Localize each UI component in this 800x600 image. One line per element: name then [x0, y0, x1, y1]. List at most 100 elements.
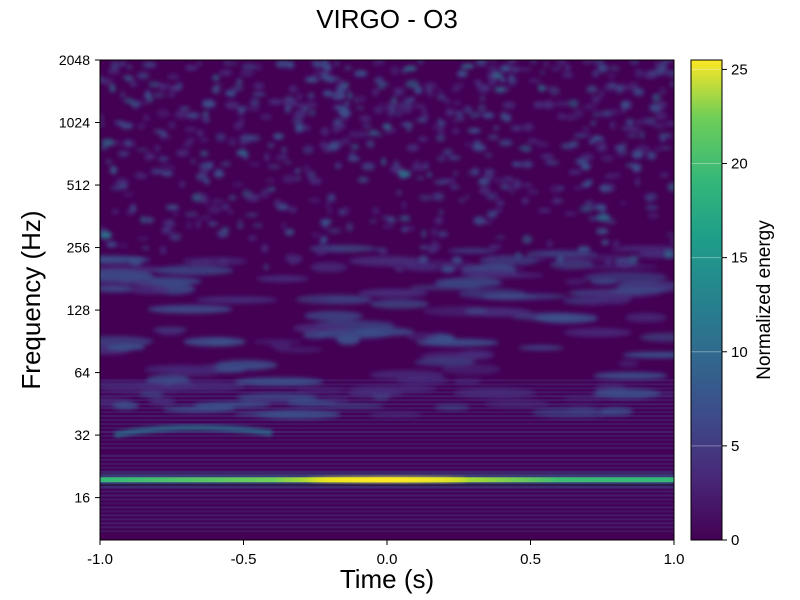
noise-band: [100, 506, 674, 509]
noise-blob: [421, 229, 426, 239]
noise-blob: [393, 89, 405, 96]
noise-blob: [601, 141, 606, 149]
noise-blob: [451, 256, 463, 264]
noise-streak: [468, 272, 544, 278]
noise-blob: [228, 137, 237, 147]
noise-blob: [343, 206, 350, 216]
noise-blob: [157, 156, 169, 162]
noise-blob: [228, 195, 237, 201]
noise-blob: [557, 255, 564, 264]
noise-blob: [356, 106, 364, 110]
noise-blob: [252, 92, 266, 96]
noise-blob: [436, 94, 446, 100]
noise-blob: [647, 213, 660, 219]
noise-blob: [338, 209, 345, 216]
noise-blob: [418, 255, 429, 264]
noise-blob: [125, 139, 132, 146]
noise-blob: [160, 86, 166, 91]
noise-blob: [293, 109, 307, 119]
noise-blob: [463, 105, 473, 114]
y-tick-label: 512: [67, 177, 91, 193]
noise-streak: [193, 401, 271, 408]
noise-blob: [369, 219, 378, 224]
noise-blob: [574, 133, 587, 138]
noise-blob: [100, 226, 107, 233]
noise-blob: [445, 108, 454, 117]
noise-blob: [143, 115, 150, 121]
noise-blob: [502, 101, 516, 110]
noise-blob: [659, 172, 670, 178]
noise-blob: [343, 100, 351, 108]
noise-blob: [521, 197, 529, 205]
noise-blob: [308, 109, 316, 116]
noise-blob: [530, 60, 537, 64]
noise-blob: [477, 103, 487, 113]
noise-blob: [327, 227, 342, 234]
noise-streak: [453, 387, 537, 399]
noise-blob: [453, 100, 461, 106]
noise-streak: [147, 304, 233, 314]
noise-blob: [127, 64, 132, 70]
noise-blob: [237, 219, 243, 224]
noise-streak: [479, 255, 540, 266]
noise-blob: [591, 252, 597, 256]
noise-blob: [450, 87, 461, 92]
noise-blob: [327, 206, 332, 215]
noise-blob: [285, 253, 299, 262]
noise-streak: [406, 332, 437, 341]
x-axis-label: Time (s): [340, 564, 434, 594]
noise-streak: [100, 335, 154, 347]
noise-blob: [246, 194, 260, 201]
noise-blob: [201, 99, 216, 108]
noise-blob: [319, 238, 326, 245]
noise-blob: [192, 261, 200, 267]
noise-blob: [105, 159, 112, 164]
noise-blob: [338, 109, 351, 118]
noise-blob: [401, 68, 408, 74]
noise-blob: [494, 208, 503, 213]
noise-blob: [511, 181, 522, 190]
noise-blob: [421, 119, 428, 123]
noise-blob: [253, 82, 265, 90]
colorbar-axis: 0 5 10 15 20 25: [722, 61, 748, 549]
noise-blob: [286, 60, 295, 69]
noise-blob: [452, 118, 458, 123]
noise-blob: [231, 85, 244, 92]
noise-blob: [165, 220, 176, 229]
noise-blob: [204, 178, 210, 185]
noise-blob: [190, 159, 197, 164]
colorbar-tick-label: 0: [731, 532, 739, 549]
noise-blob: [568, 169, 582, 175]
noise-streak: [112, 401, 139, 410]
noise-blob: [607, 82, 618, 89]
noise-blob: [129, 80, 138, 88]
noise-blob: [456, 114, 465, 122]
noise-blob: [378, 133, 383, 138]
noise-blob: [366, 139, 375, 148]
colorbar: [691, 60, 722, 540]
noise-blob: [219, 258, 229, 266]
noise-streak: [441, 363, 501, 375]
noise-blob: [120, 122, 134, 130]
noise-blob: [327, 144, 339, 152]
y-tick-label: 32: [74, 427, 90, 443]
noise-blob: [496, 199, 505, 207]
noise-blob: [123, 98, 134, 104]
noise-blob: [511, 126, 520, 130]
noise-blob: [184, 212, 199, 217]
noise-band: [100, 502, 674, 505]
noise-blob: [297, 93, 303, 101]
noise-blob: [338, 79, 344, 84]
noise-blob: [126, 207, 134, 217]
noise-blob: [115, 178, 129, 187]
noise-blob: [102, 77, 114, 87]
noise-blob: [436, 134, 446, 142]
noise-blob: [397, 170, 411, 178]
noise-blob: [437, 230, 449, 238]
noise-blob: [610, 108, 620, 116]
noise-streak: [448, 248, 497, 254]
noise-blob: [305, 101, 318, 108]
noise-blob: [239, 138, 246, 147]
noise-blob: [495, 235, 506, 239]
noise-blob: [581, 126, 589, 131]
